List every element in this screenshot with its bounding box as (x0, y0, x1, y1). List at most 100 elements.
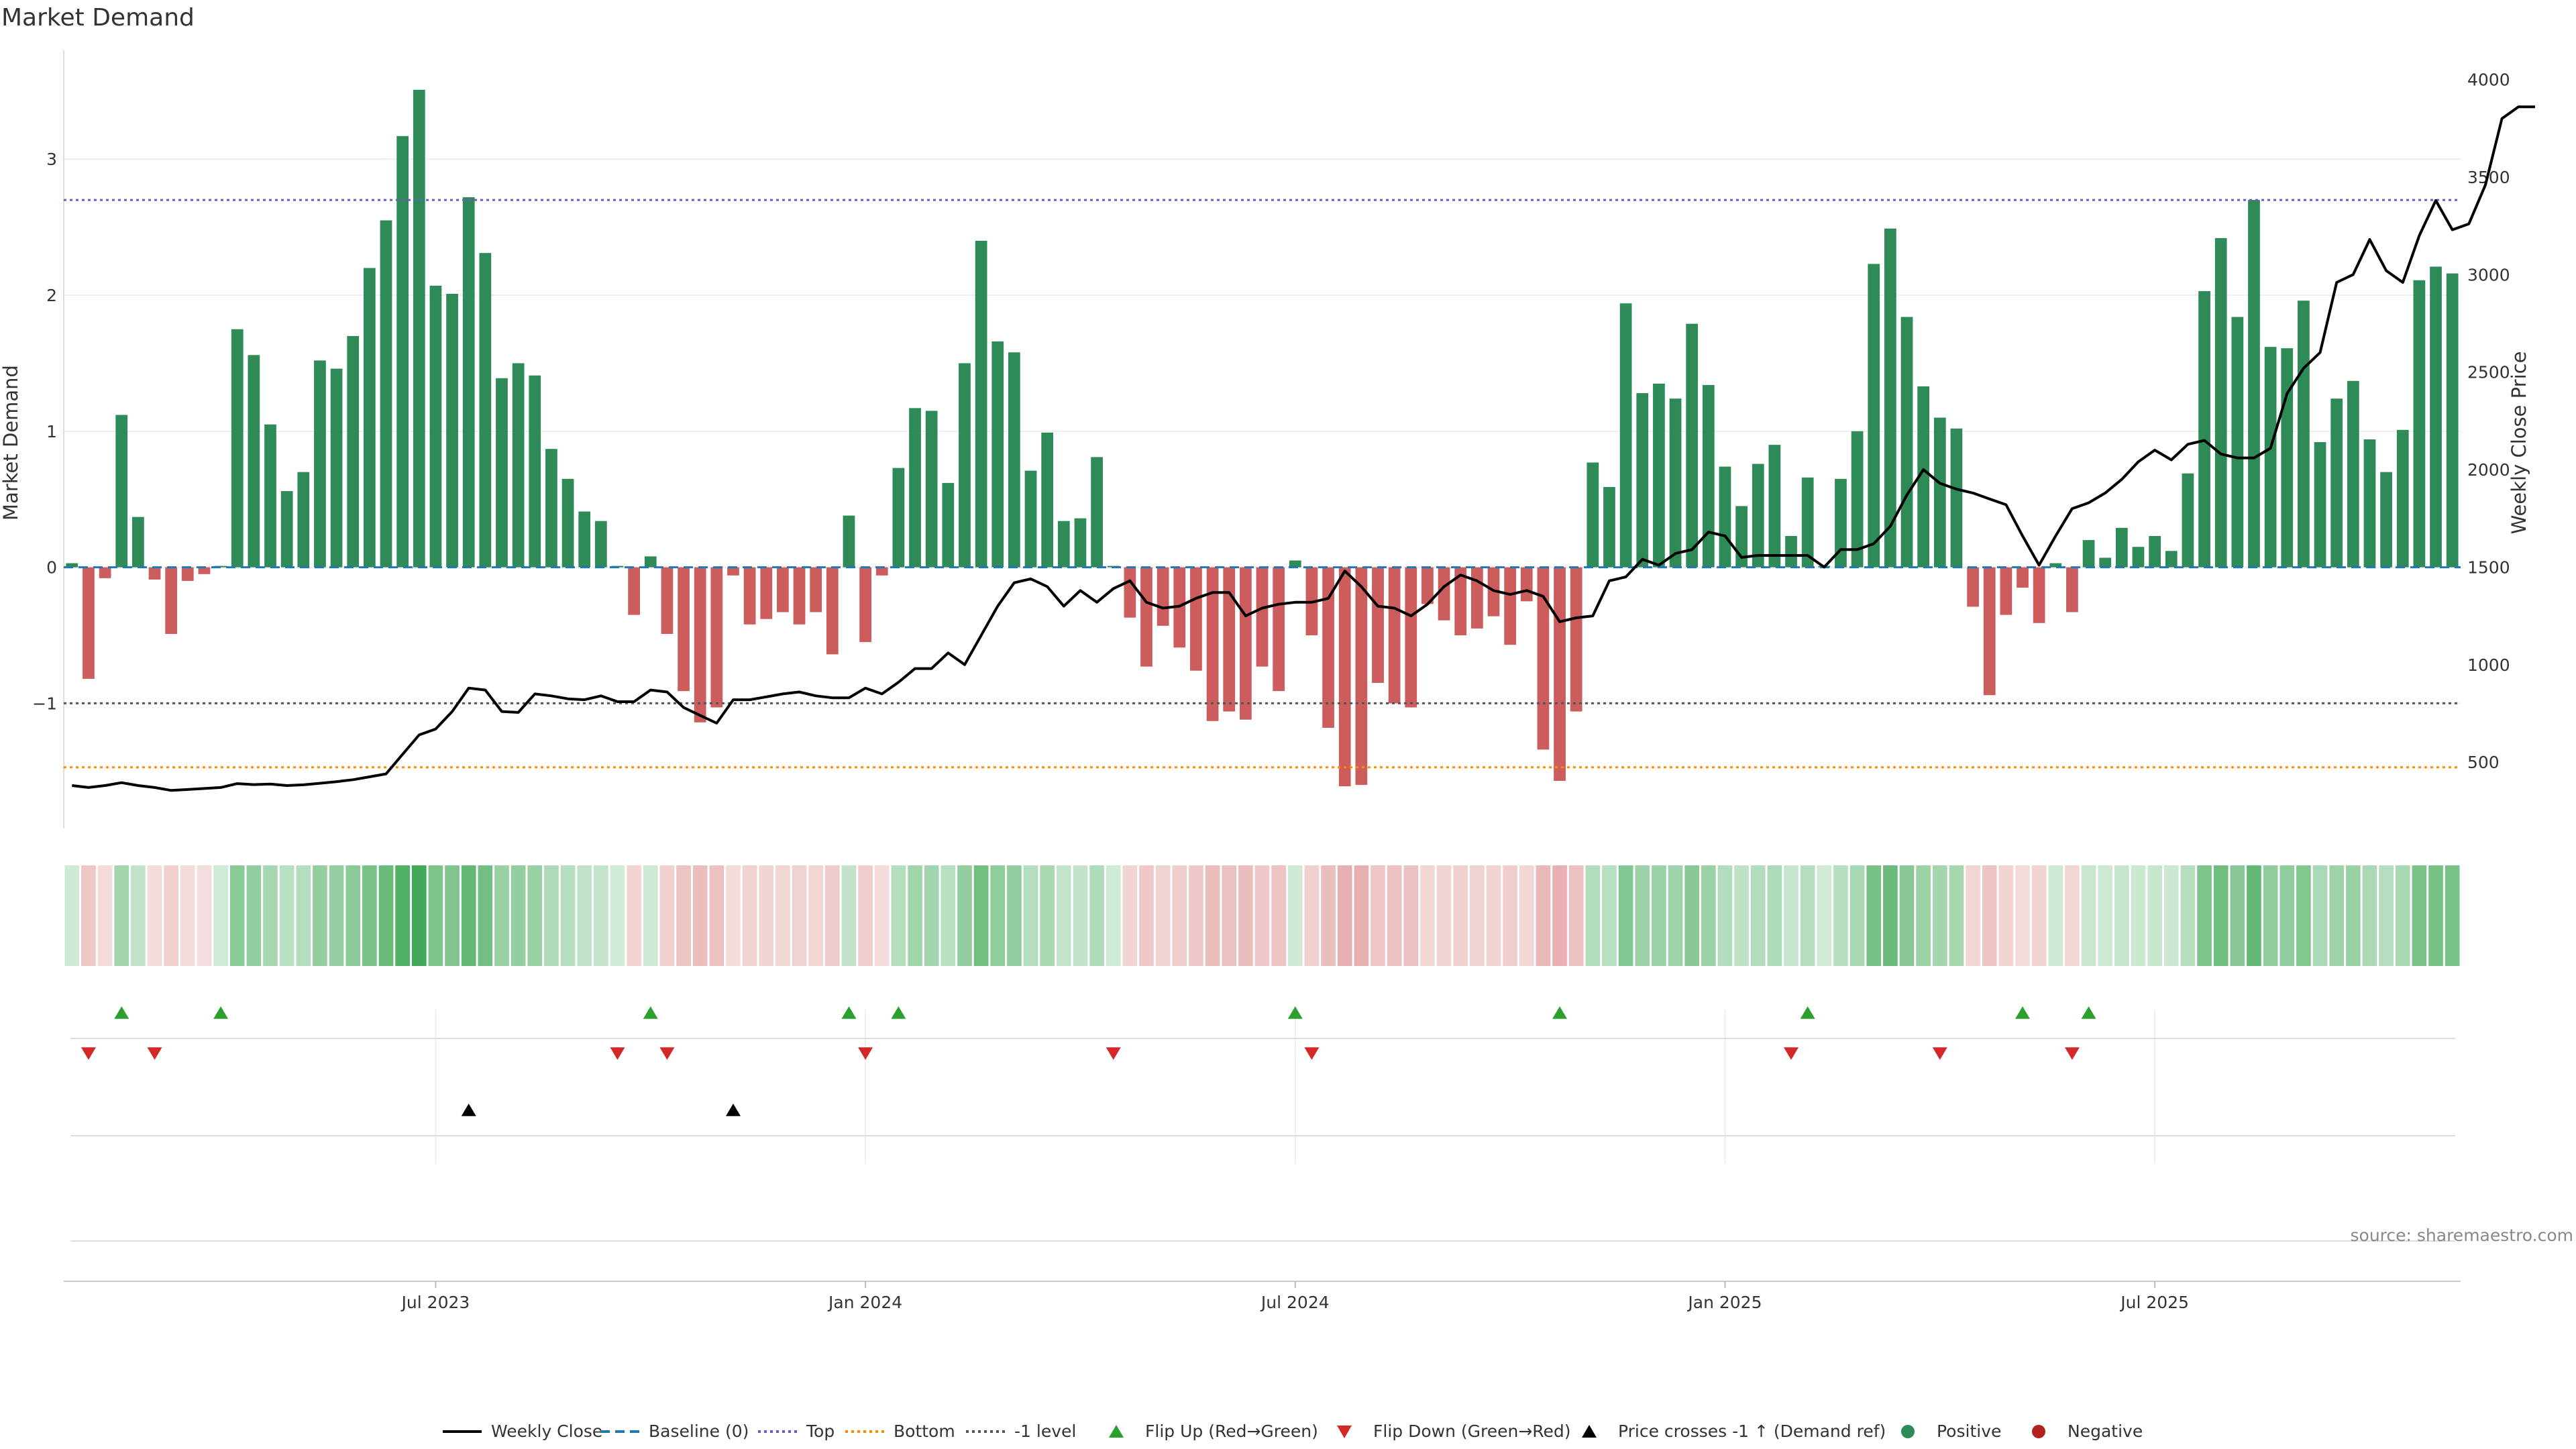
heat-strip-cell (1767, 865, 1782, 966)
demand-bar-positive (1950, 428, 1963, 568)
heat-strip-cell (2065, 865, 2080, 966)
heat-strip-cell (2263, 865, 2278, 966)
y-axis-label: Market Demand (0, 365, 22, 521)
heat-strip-cell (1585, 865, 1601, 966)
heat-strip-cell (2329, 865, 2345, 966)
heat-strip-cell (1089, 865, 1104, 966)
heat-strip-cell (775, 865, 790, 966)
demand-bar-positive (959, 363, 971, 568)
demand-bar-negative (1554, 567, 1566, 782)
demand-heat-strip (64, 865, 2460, 966)
heat-strip-cell (2428, 865, 2443, 966)
heat-strip-cell (1238, 865, 1253, 966)
heat-strip-cell (1205, 865, 1220, 966)
demand-bar-negative (760, 567, 773, 619)
heat-strip-cell (2213, 865, 2229, 966)
demand-bar-positive (1603, 486, 1615, 568)
heat-strip-cell (2345, 865, 2361, 966)
demand-bar-positive (2298, 301, 2310, 568)
legend-entry: Negative (2032, 1421, 2143, 1441)
heat-strip-cell (792, 865, 807, 966)
demand-bar-negative (1421, 567, 1434, 604)
demand-bar-positive (462, 197, 475, 568)
heat-strip-cell (858, 865, 873, 966)
demand-bar-positive (1933, 417, 1946, 568)
flip-down-marker (1106, 1047, 1121, 1060)
demand-bar-positive (2264, 347, 2277, 568)
demand-bar-negative (777, 567, 789, 612)
heat-strip-cell (1784, 865, 1799, 966)
y2-tick-label: 2000 (2467, 460, 2510, 480)
demand-bar-negative (1504, 567, 1516, 645)
flip-down-marker (659, 1047, 675, 1060)
heat-strip-cell (742, 865, 757, 966)
heat-strip-cell (1007, 865, 1022, 966)
heat-strip-cell (2230, 865, 2245, 966)
demand-bar-negative (2000, 567, 2012, 615)
legend-entry: Bottom (845, 1421, 955, 1441)
demand-bar-negative (1256, 567, 1269, 667)
demand-bar-negative (1355, 567, 1368, 786)
legend-label: Flip Down (Green→Red) (1373, 1421, 1571, 1441)
heat-strip-cell (1139, 865, 1154, 966)
demand-bar-positive (446, 294, 458, 568)
legend-triangle-swatch (1337, 1426, 1352, 1438)
demand-bar-positive (2281, 348, 2294, 568)
heat-strip-cell (1833, 865, 1848, 966)
heat-strip-cell (1602, 865, 1617, 966)
heat-strip-cell (1436, 865, 1452, 966)
demand-bar-negative (1140, 567, 1152, 667)
demand-bar-positive (1917, 386, 1930, 568)
heat-strip-cell (1883, 865, 1898, 966)
source-credit: source: sharemaestro.com (2351, 1226, 2574, 1245)
heat-strip-cell (2247, 865, 2261, 966)
demand-bar-negative (743, 567, 756, 625)
demand-bar-positive (330, 368, 343, 568)
demand-bar-positive (264, 424, 276, 568)
demand-bar-negative (1124, 567, 1136, 618)
heat-strip-cell (345, 865, 361, 966)
legend-entry: Baseline (0) (600, 1421, 749, 1441)
demand-bar-positive (280, 491, 293, 568)
heat-strip-cell (2445, 865, 2460, 966)
heat-strip-cell (445, 865, 460, 966)
demand-bar-negative (1967, 567, 1979, 607)
heat-strip-cell (874, 865, 890, 966)
demand-bar-positive (1024, 470, 1037, 568)
demand-bar-positive (909, 408, 921, 568)
legend-label: Positive (1937, 1421, 2001, 1441)
demand-bar-positive (925, 411, 938, 568)
heat-strip-cell (1899, 865, 1915, 966)
heat-strip-cell (2163, 865, 2179, 966)
demand-bar-negative (859, 567, 871, 643)
demand-bar-positive (545, 449, 557, 568)
heat-strip-cell (1849, 865, 1865, 966)
demand-bar-positive (1868, 264, 1880, 568)
heat-strip-cell (1800, 865, 1815, 966)
heat-strip-cell (2362, 865, 2377, 966)
legend-circle-swatch (1901, 1425, 1915, 1438)
weekly-close-polyline (72, 105, 2535, 792)
legend-entry: Weekly Close (443, 1421, 602, 1441)
legend-label: Price crosses -1 ↑ (Demand ref) (1618, 1421, 1886, 1441)
heat-strip-cell (2379, 865, 2394, 966)
demand-bar-positive (1008, 352, 1020, 568)
demand-bar-positive (231, 329, 244, 568)
heat-strip-cell (594, 865, 608, 966)
heat-strip-cell (2296, 865, 2311, 966)
demand-bar-negative (1470, 567, 1483, 629)
flip-down-marker (2064, 1047, 2080, 1060)
heat-strip-cell (1817, 865, 1832, 966)
flip-up-marker (213, 1006, 229, 1019)
heat-strip-cell (659, 865, 675, 966)
demand-bar-positive (66, 563, 78, 568)
demand-bar-positive (2182, 473, 2194, 568)
demand-bar-positive (132, 517, 144, 568)
y2-tick-label: 4000 (2467, 70, 2510, 90)
heat-strip-cell (1387, 865, 1402, 966)
demand-bar-positive (2248, 200, 2260, 568)
heat-strip-cell (1701, 865, 1716, 966)
demand-bar-positive (1587, 462, 1599, 568)
heat-strip-cell (180, 865, 195, 966)
